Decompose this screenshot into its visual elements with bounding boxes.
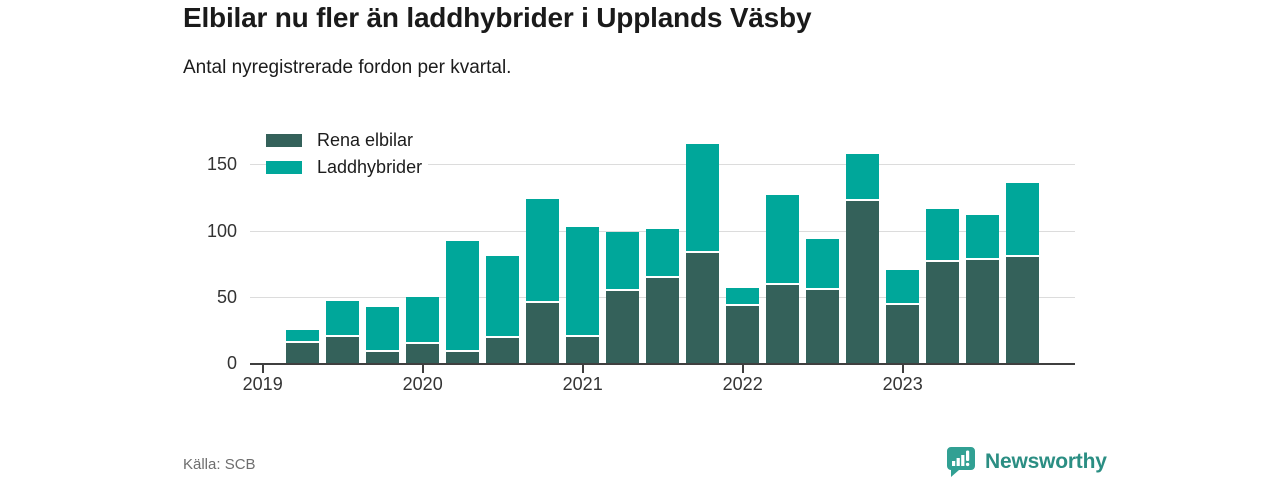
source-note: Källa: SCB [183, 456, 256, 473]
bar-segment-rena-elbilar-2020-Q3 [526, 303, 560, 363]
bar-segment-laddhybrider-2020-Q2 [486, 255, 520, 336]
bar-segment-laddhybrider-2019-Q3 [366, 307, 400, 351]
bar-2022-Q2 [806, 238, 840, 363]
bar-2023-Q3 [1006, 182, 1040, 363]
bar-2022-Q1 [766, 194, 800, 363]
bar-segment-rena-elbilar-2021-Q1 [606, 291, 640, 363]
bar-segment-rena-elbilar-2022-Q3 [846, 201, 880, 363]
legend-label: Rena elbilar [317, 130, 414, 150]
y-axis-label-150: 150 [206, 154, 237, 175]
bar-segment-rena-elbilar-2023-Q3 [1006, 257, 1040, 363]
gridline-150 [250, 164, 1075, 166]
legend-item-rena-elbilar: Rena elbilar [266, 127, 429, 154]
bar-segment-laddhybrider-2021-Q4 [726, 287, 760, 305]
chart-legend: Rena elbilar Laddhybrider [266, 127, 429, 181]
bar-segment-laddhybrider-2020-Q1 [446, 241, 480, 351]
bar-2020-Q4 [566, 226, 600, 363]
bar-segment-laddhybrider-2021-Q2 [646, 229, 680, 277]
bar-segment-rena-elbilar-2019-Q1 [286, 343, 320, 363]
bar-2020-Q1 [446, 241, 480, 363]
bar-segment-laddhybrider-2020-Q4 [566, 226, 600, 335]
bar-2021-Q2 [646, 229, 680, 363]
bar-segment-rena-elbilar-2022-Q4 [886, 304, 920, 363]
bar-2021-Q4 [726, 287, 760, 363]
bar-2022-Q3 [846, 153, 880, 363]
bar-segment-rena-elbilar-2023-Q1 [926, 262, 960, 363]
y-axis-label-100: 100 [206, 220, 237, 241]
bar-segment-laddhybrider-2023-Q1 [926, 209, 960, 261]
x-axis-tick-2020 [421, 365, 424, 373]
bar-segment-laddhybrider-2021-Q1 [606, 231, 640, 290]
bar-segment-rena-elbilar-2019-Q3 [366, 352, 400, 363]
bar-segment-rena-elbilar-2021-Q3 [686, 253, 720, 363]
x-axis-label-2023: 2023 [882, 374, 923, 394]
bar-segment-laddhybrider-2023-Q2 [966, 214, 1000, 258]
bar-segment-laddhybrider-2021-Q3 [686, 144, 720, 252]
bar-segment-rena-elbilar-2020-Q1 [446, 352, 480, 363]
bar-segment-rena-elbilar-2022-Q2 [806, 290, 840, 363]
bar-segment-rena-elbilar-2022-Q1 [766, 284, 800, 363]
bar-segment-laddhybrider-2019-Q1 [286, 329, 320, 342]
x-axis-tick-2023 [901, 365, 904, 373]
page-subtitle: Antal nyregistrerade fordon per kvartal. [183, 57, 512, 78]
bar-2019-Q2 [326, 300, 360, 363]
x-axis-tick-2022 [741, 365, 744, 373]
bar-2022-Q4 [886, 270, 920, 363]
bar-segment-rena-elbilar-2019-Q2 [326, 336, 360, 363]
bar-segment-laddhybrider-2019-Q4 [406, 296, 440, 343]
x-axis-tick-2019 [261, 365, 264, 373]
bar-segment-laddhybrider-2022-Q2 [806, 238, 840, 289]
x-axis-label-2022: 2022 [722, 374, 763, 394]
bar-2020-Q2 [486, 255, 520, 363]
legend-swatch-rena-elbilar [266, 134, 302, 147]
x-axis-label-2019: 2019 [242, 374, 283, 394]
bar-segment-laddhybrider-2019-Q2 [326, 300, 360, 335]
page-title: Elbilar nu fler än laddhybrider i Upplan… [183, 2, 812, 33]
x-axis-label-2020: 2020 [402, 374, 443, 394]
bar-segment-rena-elbilar-2023-Q2 [966, 259, 1000, 363]
x-axis-line [250, 363, 1075, 365]
bar-segment-rena-elbilar-2020-Q4 [566, 336, 600, 363]
bar-segment-rena-elbilar-2021-Q2 [646, 278, 680, 363]
legend-label: Laddhybrider [317, 157, 423, 177]
bar-2021-Q1 [606, 231, 640, 363]
bar-segment-rena-elbilar-2019-Q4 [406, 344, 440, 363]
newsworthy-pin-icon [947, 447, 975, 477]
bar-2019-Q4 [406, 296, 440, 363]
bar-segment-laddhybrider-2022-Q1 [766, 194, 800, 283]
bar-2020-Q3 [526, 198, 560, 363]
legend-item-laddhybrider: Laddhybrider [266, 154, 429, 181]
bar-2021-Q3 [686, 144, 720, 363]
bar-segment-rena-elbilar-2020-Q2 [486, 337, 520, 363]
y-axis-label-50: 50 [216, 286, 237, 307]
bar-segment-laddhybrider-2023-Q3 [1006, 182, 1040, 256]
bar-2023-Q1 [926, 209, 960, 363]
bar-2019-Q3 [366, 307, 400, 363]
brand-logo: Newsworthy [944, 445, 1107, 478]
bar-segment-laddhybrider-2022-Q4 [886, 270, 920, 303]
bar-segment-rena-elbilar-2021-Q4 [726, 306, 760, 363]
brand-name: Newsworthy [985, 449, 1107, 473]
bar-2023-Q2 [966, 214, 1000, 363]
x-axis-label-2021: 2021 [562, 374, 603, 394]
bar-segment-laddhybrider-2020-Q3 [526, 198, 560, 302]
legend-swatch-laddhybrider [266, 161, 302, 174]
y-axis-label-0: 0 [226, 353, 237, 373]
bar-2019-Q1 [286, 329, 320, 363]
x-axis-tick-2021 [581, 365, 584, 373]
bar-segment-laddhybrider-2022-Q3 [846, 153, 880, 200]
